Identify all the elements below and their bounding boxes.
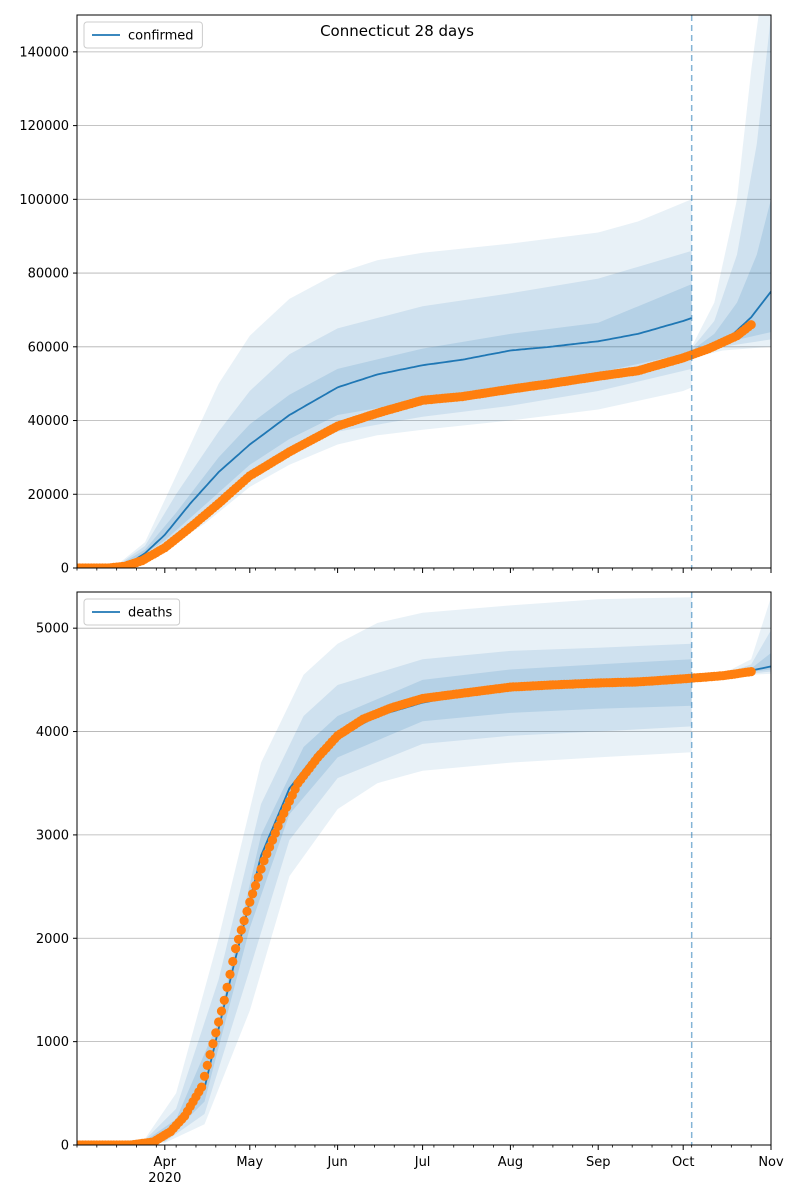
y-tick-label: 4000 <box>36 725 69 740</box>
observed-point <box>262 849 272 859</box>
forecast-band <box>691 15 771 358</box>
figure-title: Connecticut 28 days <box>320 22 474 40</box>
observed-point <box>202 1060 212 1070</box>
observed-point <box>746 320 756 330</box>
y-tick-label: 80000 <box>28 267 69 282</box>
observed-point <box>250 881 261 891</box>
observed-point <box>219 995 229 1005</box>
observed-point <box>199 1071 210 1081</box>
uncertainty-band <box>77 284 692 568</box>
observed-point <box>273 821 283 831</box>
y-tick-label: 5000 <box>36 622 69 637</box>
observed-point <box>197 1082 207 1092</box>
y-tick-label: 2000 <box>36 932 69 947</box>
y-tick-label: 40000 <box>28 414 69 429</box>
observed-point <box>265 842 275 852</box>
x-tick-label: Nov <box>758 1155 784 1170</box>
observed-point <box>239 916 249 926</box>
uncertainty-band <box>77 199 692 568</box>
x-tick-label: May <box>236 1155 263 1170</box>
y-tick-label: 0 <box>61 1139 69 1154</box>
y-tick-label: 1000 <box>36 1035 69 1050</box>
plot-area <box>77 597 771 1145</box>
deaths-panel: 0 1000 2000 3000 4000 5000 Apr May Jun Jul Aug Sep O… <box>36 591 784 1186</box>
confirmed-panel: 0 20000 40000 60000 80000 100000 120000 140000 c… <box>19 14 772 577</box>
uncertainty-band <box>77 597 692 1145</box>
observed-point <box>267 835 278 845</box>
forecast-band <box>691 15 771 356</box>
observed-point <box>242 906 252 917</box>
observed-point <box>225 969 235 980</box>
forecast-band <box>691 597 771 680</box>
legend-label: deaths <box>128 606 173 621</box>
median-line <box>77 317 693 568</box>
y-tick-label: 20000 <box>28 488 69 503</box>
x-tick-label: Oct <box>672 1155 694 1170</box>
observed-point <box>233 934 244 944</box>
observed-point <box>245 897 255 907</box>
x-tick-label: Aug <box>498 1155 523 1170</box>
observed-point <box>253 872 263 882</box>
observed-point <box>236 925 246 935</box>
x-year-label: 2020 <box>148 1171 181 1186</box>
legend-label: confirmed <box>128 29 194 44</box>
y-tick-label: 60000 <box>28 340 69 355</box>
observed-point <box>205 1050 215 1060</box>
observed-point <box>746 667 756 677</box>
legend: deaths <box>83 598 181 626</box>
observed-point <box>216 1006 227 1016</box>
uncertainty-band <box>77 643 692 1145</box>
axes-frame <box>76 14 772 569</box>
y-tick-label: 100000 <box>19 193 69 208</box>
legend: confirmed <box>83 21 203 49</box>
x-tick-label: Jun <box>326 1155 347 1170</box>
observed-point <box>214 1017 224 1027</box>
observed-point <box>270 828 280 838</box>
y-tick-label: 3000 <box>36 828 69 843</box>
observed-point <box>228 956 238 967</box>
plot-area <box>77 15 771 568</box>
observed-point <box>208 1039 218 1049</box>
x-tick-label: Apr <box>154 1155 177 1170</box>
observed-point <box>231 944 241 954</box>
y-tick-label: 0 <box>61 562 69 577</box>
observed-point <box>248 889 258 899</box>
y-tick-label: 140000 <box>19 45 69 60</box>
axes-frame <box>76 591 772 1146</box>
y-tick-label: 120000 <box>19 119 69 134</box>
observed-point <box>211 1028 221 1038</box>
x-tick-label: Jul <box>414 1155 431 1170</box>
observed-point <box>222 982 232 993</box>
observed-point <box>256 864 266 874</box>
x-tick-label: Sep <box>586 1155 611 1170</box>
legend-box <box>83 598 181 626</box>
legend-box <box>83 21 203 49</box>
